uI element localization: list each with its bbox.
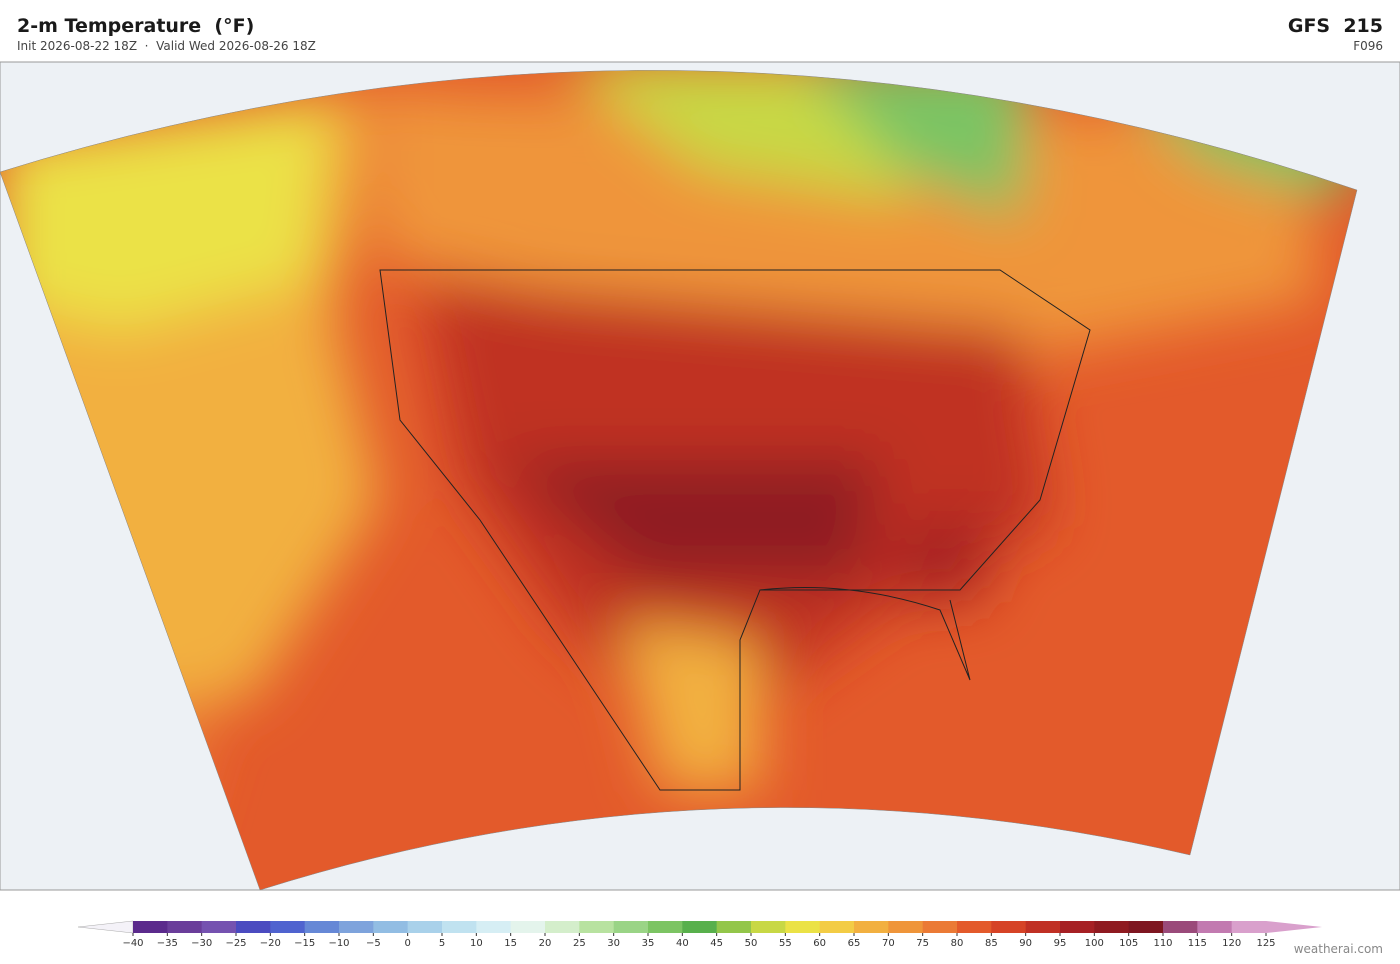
colorbar-segment: [510, 921, 546, 933]
colorbar-tick-label: 35: [642, 938, 655, 949]
colorbar-tick-label: −30: [191, 938, 212, 949]
colorbar-segment: [888, 921, 924, 933]
colorbar-segment: [407, 921, 443, 933]
colorbar-tick-label: 125: [1256, 938, 1275, 949]
colorbar-segment: [579, 921, 615, 933]
colorbar-segment: [1231, 921, 1267, 933]
colorbar-tick-label: 70: [882, 938, 895, 949]
colorbar-tick-label: 20: [539, 938, 552, 949]
colorbar-segment: [270, 921, 306, 933]
forecast-hour: F096: [1353, 39, 1383, 53]
colorbar-tick-label: 50: [745, 938, 758, 949]
credit: weatherai.com: [1293, 942, 1383, 956]
colorbar-segment: [854, 921, 889, 933]
colorbar-segment: [545, 921, 580, 933]
colorbar-tick-label: 85: [985, 938, 998, 949]
title: 2-m Temperature (°F): [17, 15, 255, 37]
colorbar-tick-label: 120: [1222, 938, 1241, 949]
colorbar-tick-label: 45: [710, 938, 723, 949]
colorbar-tick-label: −25: [225, 938, 246, 949]
colorbar-tick-label: 15: [504, 938, 517, 949]
colorbar-tick-label: −10: [328, 938, 349, 949]
colorbar-tick-label: 65: [848, 938, 861, 949]
colorbar-segment: [648, 921, 683, 933]
colorbar-tick-label: 10: [470, 938, 483, 949]
colorbar-segment: [167, 921, 203, 933]
colorbar-tick-label: 60: [813, 938, 826, 949]
colorbar-tick-label: 5: [439, 938, 445, 949]
colorbar-segment: [819, 921, 855, 933]
colorbar-segment: [751, 921, 786, 933]
colorbar-tick-label: 75: [916, 938, 929, 949]
colorbar-segment: [922, 921, 958, 933]
colorbar-segment: [304, 921, 340, 933]
colorbar-segment: [957, 921, 992, 933]
colorbar-tick-label: 105: [1119, 938, 1138, 949]
colorbar-segment: [373, 921, 409, 933]
colorbar-tick-label: −15: [294, 938, 315, 949]
colorbar-extend-high: [1266, 921, 1322, 933]
colorbar-tick-label: 30: [607, 938, 620, 949]
colorbar-segment: [201, 921, 237, 933]
colorbar-tick-label: −35: [157, 938, 178, 949]
colorbar-segment: [1128, 921, 1164, 933]
colorbar-tick-label: −5: [366, 938, 381, 949]
colorbar-tick-label: −40: [122, 938, 143, 949]
colorbar-tick-label: 100: [1085, 938, 1104, 949]
colorbar-segment: [1163, 921, 1198, 933]
colorbar-segment: [442, 921, 477, 933]
colorbar-tick-label: 0: [404, 938, 410, 949]
colorbar-segment: [991, 921, 1027, 933]
colorbar-segment: [236, 921, 271, 933]
subtitle: Init 2026-08-22 18Z · Valid Wed 2026-08-…: [17, 39, 316, 53]
colorbar-segment: [682, 921, 718, 933]
colorbar-tick-label: 80: [951, 938, 964, 949]
colorbar-segment: [785, 921, 821, 933]
colorbar-segment: [716, 921, 752, 933]
colorbar-tick-label: 40: [676, 938, 689, 949]
colorbar-segment: [1025, 921, 1061, 933]
colorbar-segment: [133, 921, 168, 933]
colorbar-tick-label: 25: [573, 938, 586, 949]
colorbar-segment: [1094, 921, 1130, 933]
colorbar-tick-label: 90: [1019, 938, 1032, 949]
colorbar-tick-label: 95: [1054, 938, 1067, 949]
colorbar-tick-label: 110: [1153, 938, 1172, 949]
colorbar-segment: [613, 921, 649, 933]
colorbar-tick-label: −20: [260, 938, 281, 949]
colorbar-tick-label: 55: [779, 938, 792, 949]
model: GFS 215: [1287, 15, 1383, 37]
colorbar: −40 −35 −30 −25 −20 −15 −10 −5 0 5 10 15 20 25 30 35 40 4…: [77, 920, 1322, 949]
colorbar-segment: [1197, 921, 1233, 933]
colorbar-tick-label: 115: [1188, 938, 1207, 949]
colorbar-segment: [339, 921, 374, 933]
colorbar-segment: [476, 921, 512, 933]
colorbar-segment: [1060, 921, 1095, 933]
colorbar-extend-low: [77, 920, 134, 934]
